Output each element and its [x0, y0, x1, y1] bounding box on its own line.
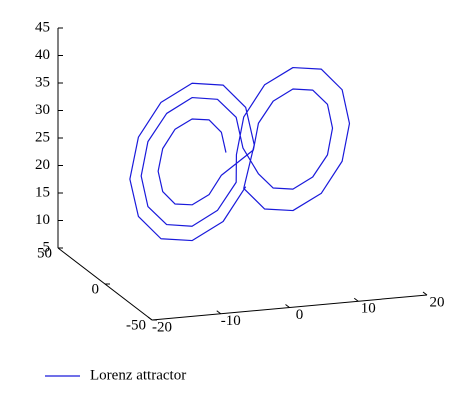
z-tick-label: 45 — [35, 19, 50, 35]
x-tick — [147, 316, 153, 321]
x-tick-label: 20 — [430, 294, 445, 310]
z-tick-label: 25 — [35, 129, 50, 145]
x-tick — [285, 304, 290, 308]
z-tick-label: 10 — [35, 212, 50, 228]
z-tick-label: 5 — [43, 239, 51, 255]
y-tick-label: -50 — [126, 317, 146, 333]
z-tick-label: 30 — [35, 102, 50, 118]
x-tick — [216, 310, 222, 315]
trajectory — [129, 66, 351, 242]
z-tick-label: 20 — [35, 157, 50, 173]
z-tick-label: 40 — [35, 47, 50, 63]
y-tick-label: 50 — [37, 245, 52, 261]
z-tick-label: 15 — [35, 184, 50, 200]
x-tick-label: 10 — [361, 301, 376, 317]
legend-label: Lorenz attractor — [90, 367, 186, 383]
z-tick-label: 35 — [35, 74, 50, 90]
x-tick-label: -20 — [152, 319, 172, 335]
x-tick-label: -10 — [221, 313, 241, 329]
x-tick-label: 0 — [296, 307, 304, 323]
y-tick-label: 0 — [92, 281, 100, 297]
x-tick — [353, 297, 359, 302]
x-tick — [422, 291, 428, 296]
